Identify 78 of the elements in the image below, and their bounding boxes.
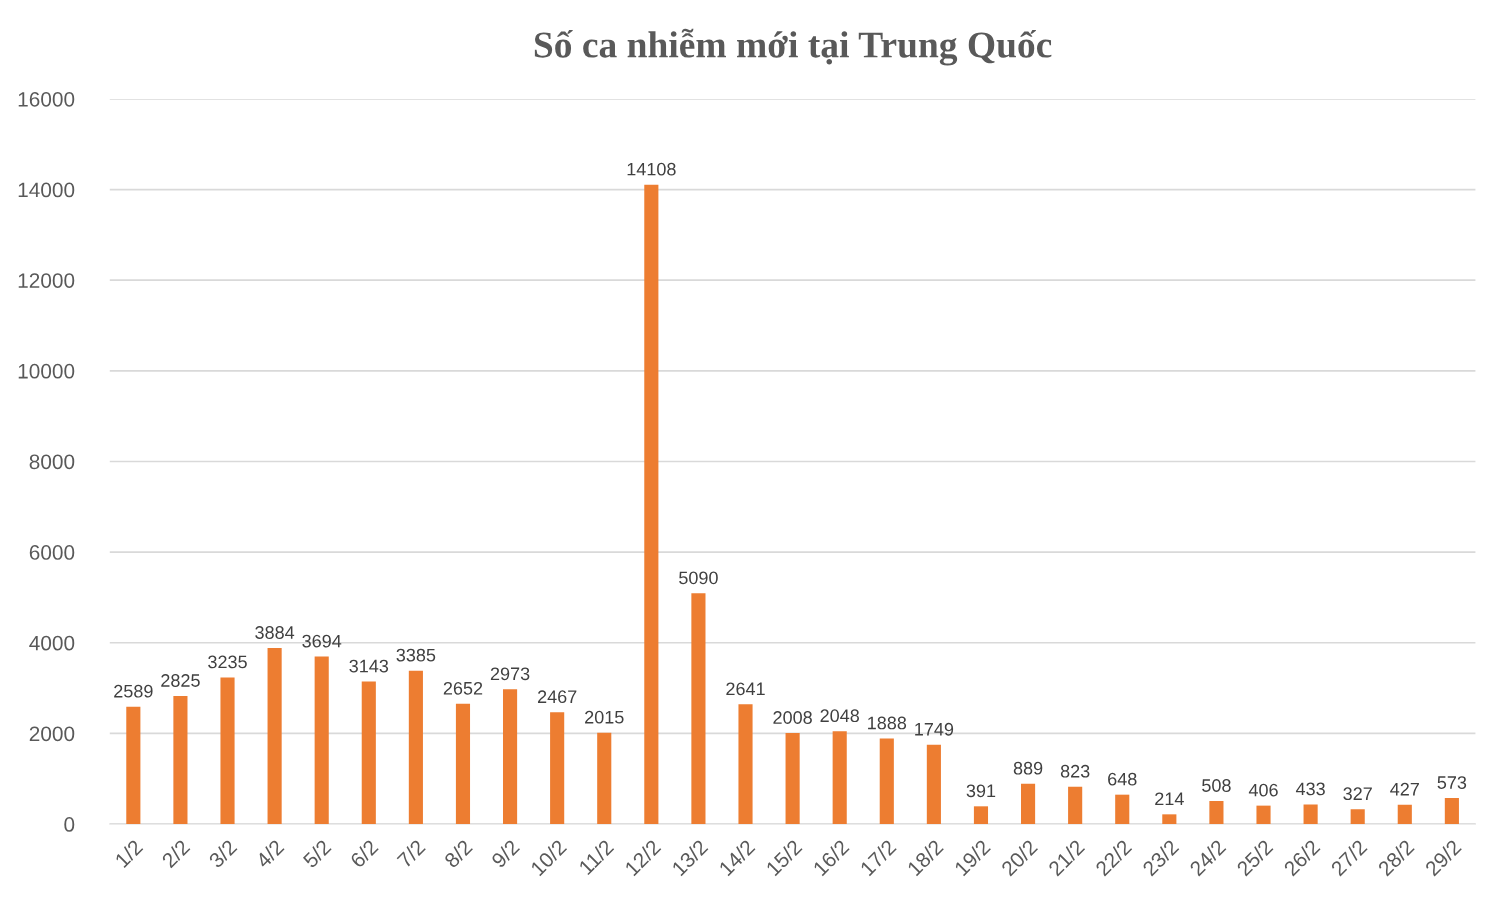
data-label: 3694 <box>302 634 342 648</box>
data-label: 1888 <box>868 716 907 730</box>
bar <box>408 670 423 825</box>
bar <box>1115 794 1130 825</box>
bar <box>173 696 188 825</box>
data-label: 2015 <box>585 710 624 724</box>
data-label: 2973 <box>490 667 530 681</box>
data-label: 391 <box>966 784 996 798</box>
data-label: 2825 <box>161 674 200 687</box>
x-tick-label: 8/2 <box>443 838 474 869</box>
bar <box>361 681 376 825</box>
data-label: 2048 <box>820 709 859 723</box>
y-tick-label: 16000 <box>18 91 75 107</box>
data-label: 1749 <box>915 722 954 736</box>
x-tick-label: 5/2 <box>301 838 332 869</box>
data-label: 2467 <box>537 690 577 704</box>
y-tick-label: 10000 <box>18 363 75 379</box>
bar <box>267 648 282 825</box>
data-label: 3385 <box>396 648 436 662</box>
data-label: 214 <box>1155 792 1184 806</box>
bar <box>832 731 847 825</box>
chart-title: Số ca nhiễm mới tại Trung Quốc <box>534 28 1052 66</box>
y-tick-label: 8000 <box>29 454 75 470</box>
bar <box>644 184 659 825</box>
y-tick-label: 14000 <box>18 182 75 198</box>
y-tick-label: 12000 <box>18 273 75 288</box>
data-label: 5090 <box>679 571 718 585</box>
x-tick-label: 1/2 <box>113 838 144 869</box>
data-label: 3143 <box>349 659 389 673</box>
x-tick-label: 2/2 <box>160 838 191 869</box>
data-label: 433 <box>1295 782 1325 796</box>
bar <box>1068 786 1083 825</box>
bar <box>879 738 894 825</box>
bar <box>1162 814 1177 825</box>
y-tick-label: 2000 <box>29 726 75 742</box>
x-tick-label: 4/2 <box>254 838 285 869</box>
data-label: 2589 <box>114 684 153 698</box>
data-label: 2652 <box>443 681 483 695</box>
bar <box>926 744 941 825</box>
data-label: 508 <box>1202 779 1231 792</box>
data-label: 3884 <box>255 626 295 639</box>
bar <box>314 656 329 825</box>
bar <box>503 689 518 825</box>
bar <box>1021 783 1036 825</box>
bar <box>1350 809 1365 825</box>
data-label: 889 <box>1013 761 1043 775</box>
bar <box>1303 804 1318 825</box>
data-label: 427 <box>1390 782 1419 796</box>
bar <box>1209 801 1224 825</box>
data-label: 406 <box>1248 783 1278 797</box>
y-tick-label: 0 <box>64 817 75 832</box>
bar <box>455 703 471 825</box>
bar <box>973 806 989 825</box>
bar <box>1444 798 1459 825</box>
bar <box>597 732 612 825</box>
data-label: 573 <box>1437 776 1467 789</box>
data-label: 2641 <box>726 682 765 696</box>
bar <box>550 712 565 825</box>
bar <box>738 704 753 825</box>
y-tick-label: 4000 <box>29 635 75 651</box>
data-label: 823 <box>1060 764 1090 778</box>
data-label: 3235 <box>208 655 247 669</box>
bar <box>1256 805 1271 825</box>
bar <box>691 593 706 825</box>
x-tick-label: 3/2 <box>207 838 238 869</box>
x-tick-label: 11/2 <box>577 838 615 876</box>
x-tick-label: 7/2 <box>396 838 426 869</box>
data-label: 327 <box>1343 787 1372 801</box>
x-tick-label: 6/2 <box>349 838 379 869</box>
bar <box>126 706 141 825</box>
bar <box>1397 804 1412 825</box>
y-tick-label: 6000 <box>29 545 75 560</box>
bar <box>785 733 800 825</box>
bar <box>220 677 235 825</box>
data-label: 648 <box>1108 772 1137 786</box>
data-label: 14108 <box>627 162 676 176</box>
data-label: 2008 <box>773 711 812 724</box>
x-tick-label: 9/2 <box>490 838 521 869</box>
